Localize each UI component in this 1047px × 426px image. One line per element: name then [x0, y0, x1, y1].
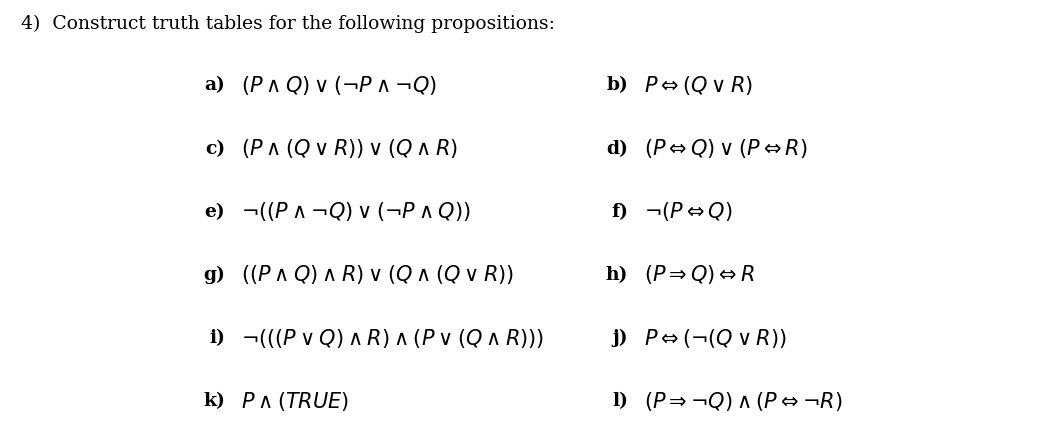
Text: i): i) [209, 328, 225, 346]
Text: b): b) [606, 76, 628, 94]
Text: f): f) [611, 202, 628, 220]
Text: $\neg(((P\vee Q)\wedge R)\wedge(P\vee(Q\wedge R)))$: $\neg(((P\vee Q)\wedge R)\wedge(P\vee(Q\… [241, 326, 544, 349]
Text: $P\wedge(TRUE)$: $P\wedge(TRUE)$ [241, 389, 349, 412]
Text: j): j) [612, 328, 628, 346]
Text: $(P\Leftrightarrow Q)\vee(P\Leftrightarrow R)$: $(P\Leftrightarrow Q)\vee(P\Leftrightarr… [644, 137, 807, 160]
Text: $\neg((P\wedge\neg Q)\vee(\neg P\wedge Q))$: $\neg((P\wedge\neg Q)\vee(\neg P\wedge Q… [241, 200, 471, 223]
Text: c): c) [205, 139, 225, 157]
Text: $(P\wedge(Q\vee R))\vee(Q\wedge R)$: $(P\wedge(Q\vee R))\vee(Q\wedge R)$ [241, 137, 458, 160]
Text: k): k) [203, 391, 225, 409]
Text: $(P\Rightarrow Q)\Leftrightarrow R$: $(P\Rightarrow Q)\Leftrightarrow R$ [644, 263, 755, 286]
Text: $\neg(P\Leftrightarrow Q)$: $\neg(P\Leftrightarrow Q)$ [644, 200, 733, 223]
Text: a): a) [204, 76, 225, 94]
Text: $(P\wedge Q)\vee(\neg P\wedge\neg Q)$: $(P\wedge Q)\vee(\neg P\wedge\neg Q)$ [241, 74, 437, 97]
Text: $(P\Rightarrow\neg Q)\wedge(P\Leftrightarrow\neg R)$: $(P\Rightarrow\neg Q)\wedge(P\Leftrighta… [644, 389, 843, 412]
Text: $((P\wedge Q)\wedge R)\vee(Q\wedge(Q\vee R))$: $((P\wedge Q)\wedge R)\vee(Q\wedge(Q\vee… [241, 263, 514, 286]
Text: g): g) [203, 265, 225, 283]
Text: $P\Leftrightarrow(Q\vee R)$: $P\Leftrightarrow(Q\vee R)$ [644, 74, 753, 97]
Text: l): l) [612, 391, 628, 409]
Text: $P\Leftrightarrow(\neg(Q\vee R))$: $P\Leftrightarrow(\neg(Q\vee R))$ [644, 326, 786, 349]
Text: d): d) [606, 139, 628, 157]
Text: h): h) [606, 265, 628, 283]
Text: 4)  Construct truth tables for the following propositions:: 4) Construct truth tables for the follow… [21, 15, 555, 33]
Text: e): e) [204, 202, 225, 220]
